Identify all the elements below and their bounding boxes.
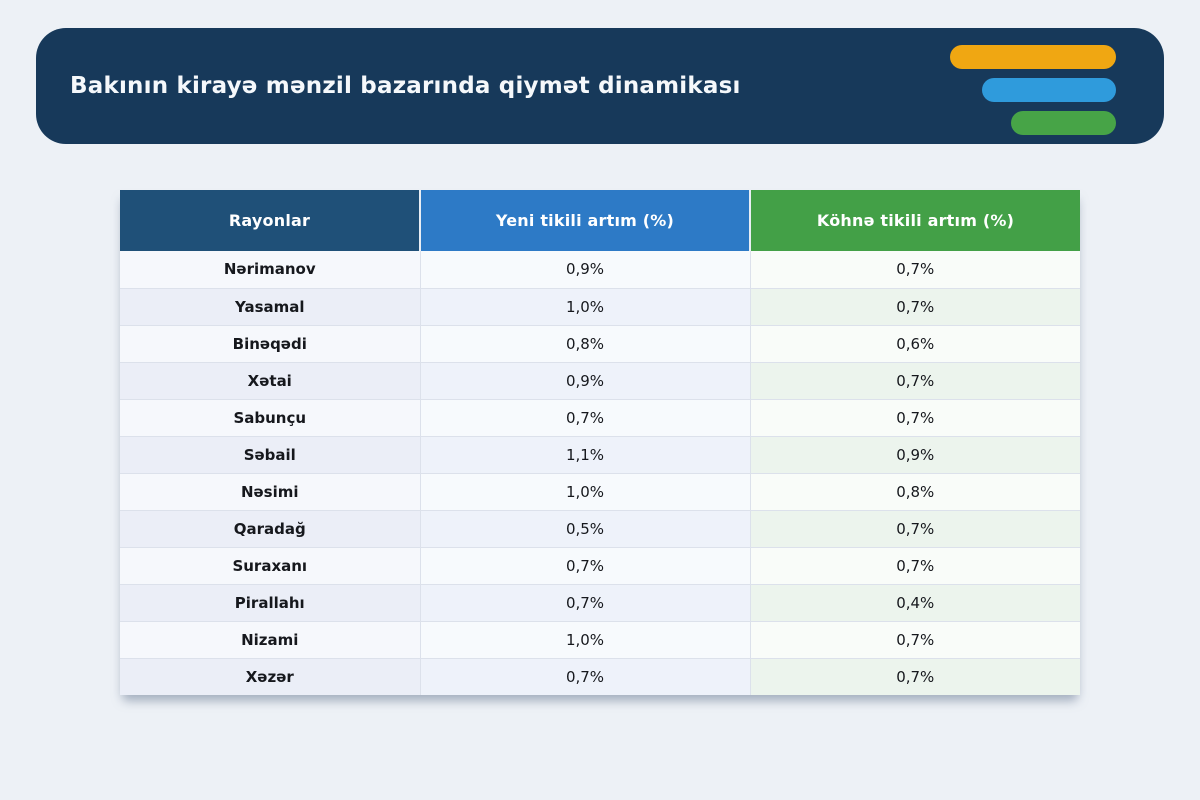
new-building-growth-cell: 0,9% [419, 361, 750, 399]
old-building-growth-cell: 0,7% [749, 657, 1080, 695]
table-row: Səbail 1,1% 0,9% [120, 435, 1080, 473]
table-row: Yasamal 1,0% 0,7% [120, 287, 1080, 325]
district-name-cell: Xəzər [120, 657, 420, 695]
new-building-growth-cell: 0,7% [419, 657, 750, 695]
old-building-growth-cell: 0,7% [749, 251, 1080, 288]
old-building-growth-cell: 0,7% [749, 509, 1080, 547]
price-table-card: Rayonlar Yeni tikili artım (%) Köhnə tik… [120, 190, 1080, 695]
logo-bar-yellow-icon [950, 45, 1116, 69]
new-building-growth-cell: 1,1% [419, 435, 750, 473]
district-name-cell: Nərimanov [120, 251, 420, 288]
table-header: Rayonlar Yeni tikili artım (%) Köhnə tik… [120, 190, 1080, 251]
new-building-growth-cell: 0,8% [419, 324, 750, 362]
new-building-growth-cell: 0,9% [419, 251, 750, 288]
district-name-cell: Səbail [120, 435, 420, 473]
table-row: Xəzər 0,7% 0,7% [120, 657, 1080, 695]
table-row: Pirallahı 0,7% 0,4% [120, 583, 1080, 621]
old-building-growth-cell: 0,9% [749, 435, 1080, 473]
bar-chart-logo-icon [950, 45, 1116, 135]
new-building-growth-cell: 0,5% [419, 509, 750, 547]
old-building-growth-cell: 0,7% [749, 546, 1080, 584]
column-header-kohne-tikili: Köhnə tikili artım (%) [749, 190, 1080, 251]
old-building-growth-cell: 0,7% [749, 361, 1080, 399]
logo-bar-green-icon [1011, 111, 1116, 135]
district-name-cell: Nəsimi [120, 472, 420, 510]
new-building-growth-cell: 1,0% [419, 620, 750, 658]
old-building-growth-cell: 0,7% [749, 287, 1080, 325]
column-header-yeni-tikili: Yeni tikili artım (%) [419, 190, 750, 251]
logo-bar-blue-icon [982, 78, 1116, 102]
header-card: Bakının kirayə mənzil bazarında qiymət d… [36, 28, 1164, 144]
table-row: Suraxanı 0,7% 0,7% [120, 546, 1080, 584]
district-name-cell: Nizami [120, 620, 420, 658]
district-name-cell: Yasamal [120, 287, 420, 325]
new-building-growth-cell: 1,0% [419, 287, 750, 325]
old-building-growth-cell: 0,7% [749, 398, 1080, 436]
new-building-growth-cell: 0,7% [419, 583, 750, 621]
new-building-growth-cell: 0,7% [419, 398, 750, 436]
table-row: Nizami 1,0% 0,7% [120, 620, 1080, 658]
district-name-cell: Suraxanı [120, 546, 420, 584]
old-building-growth-cell: 0,8% [749, 472, 1080, 510]
district-name-cell: Sabunçu [120, 398, 420, 436]
table-body: Nərimanov 0,9% 0,7% Yasamal 1,0% 0,7% Binəqədi… [120, 251, 1080, 695]
district-name-cell: Binəqədi [120, 324, 420, 362]
table-row: Nərimanov 0,9% 0,7% [120, 251, 1080, 288]
old-building-growth-cell: 0,7% [749, 620, 1080, 658]
price-table: Rayonlar Yeni tikili artım (%) Köhnə tik… [120, 190, 1080, 695]
district-name-cell: Qaradağ [120, 509, 420, 547]
table-row: Nəsimi 1,0% 0,8% [120, 472, 1080, 510]
table-row: Sabunçu 0,7% 0,7% [120, 398, 1080, 436]
new-building-growth-cell: 1,0% [419, 472, 750, 510]
column-header-rayonlar: Rayonlar [120, 190, 420, 251]
old-building-growth-cell: 0,6% [749, 324, 1080, 362]
district-name-cell: Xətai [120, 361, 420, 399]
table-row: Qaradağ 0,5% 0,7% [120, 509, 1080, 547]
old-building-growth-cell: 0,4% [749, 583, 1080, 621]
page-title: Bakının kirayə mənzil bazarında qiymət d… [70, 73, 741, 99]
district-name-cell: Pirallahı [120, 583, 420, 621]
table-row: Binəqədi 0,8% 0,6% [120, 324, 1080, 362]
new-building-growth-cell: 0,7% [419, 546, 750, 584]
table-row: Xətai 0,9% 0,7% [120, 361, 1080, 399]
table-header-row: Rayonlar Yeni tikili artım (%) Köhnə tik… [120, 190, 1080, 251]
